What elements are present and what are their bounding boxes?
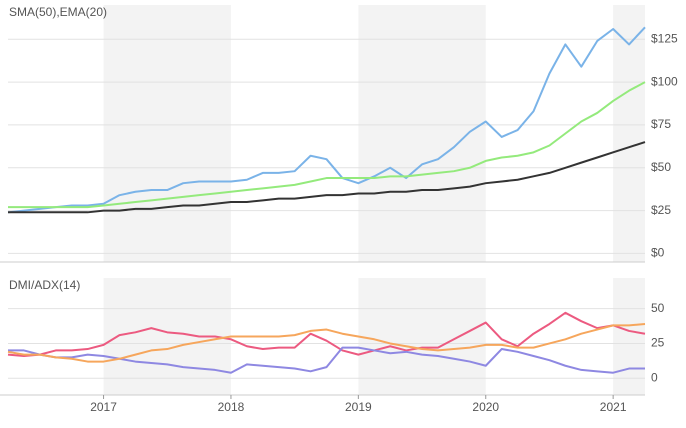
x-tick-label: 2021 bbox=[600, 400, 627, 414]
year-band bbox=[103, 5, 231, 262]
y-tick-label: $75 bbox=[651, 117, 671, 131]
y-tick-label: $0 bbox=[651, 246, 665, 260]
y-tick-label: 0 bbox=[651, 370, 658, 384]
y-tick-label: $125 bbox=[651, 31, 678, 45]
x-tick-label: 2020 bbox=[472, 400, 499, 414]
series-line bbox=[8, 141, 646, 214]
x-tick-label: 2019 bbox=[345, 400, 372, 414]
x-tick-label: 2018 bbox=[218, 400, 245, 414]
panel-title: SMA(50),EMA(20) bbox=[9, 5, 107, 19]
year-band bbox=[613, 5, 645, 262]
year-band bbox=[358, 278, 486, 395]
x-tick-label: 2017 bbox=[90, 400, 117, 414]
series-line bbox=[7, 26, 646, 214]
series-line bbox=[8, 346, 645, 374]
y-tick-label: 50 bbox=[651, 301, 665, 315]
series-line bbox=[8, 81, 646, 209]
y-tick-label: $100 bbox=[651, 74, 678, 88]
y-tick-label: 25 bbox=[651, 336, 665, 350]
y-tick-label: $50 bbox=[651, 160, 671, 174]
year-band bbox=[358, 5, 486, 262]
panel-title: DMI/ADX(14) bbox=[9, 278, 80, 292]
year-band bbox=[613, 278, 645, 395]
series-line bbox=[7, 311, 646, 357]
series-line bbox=[7, 322, 646, 363]
y-tick-label: $25 bbox=[651, 203, 671, 217]
